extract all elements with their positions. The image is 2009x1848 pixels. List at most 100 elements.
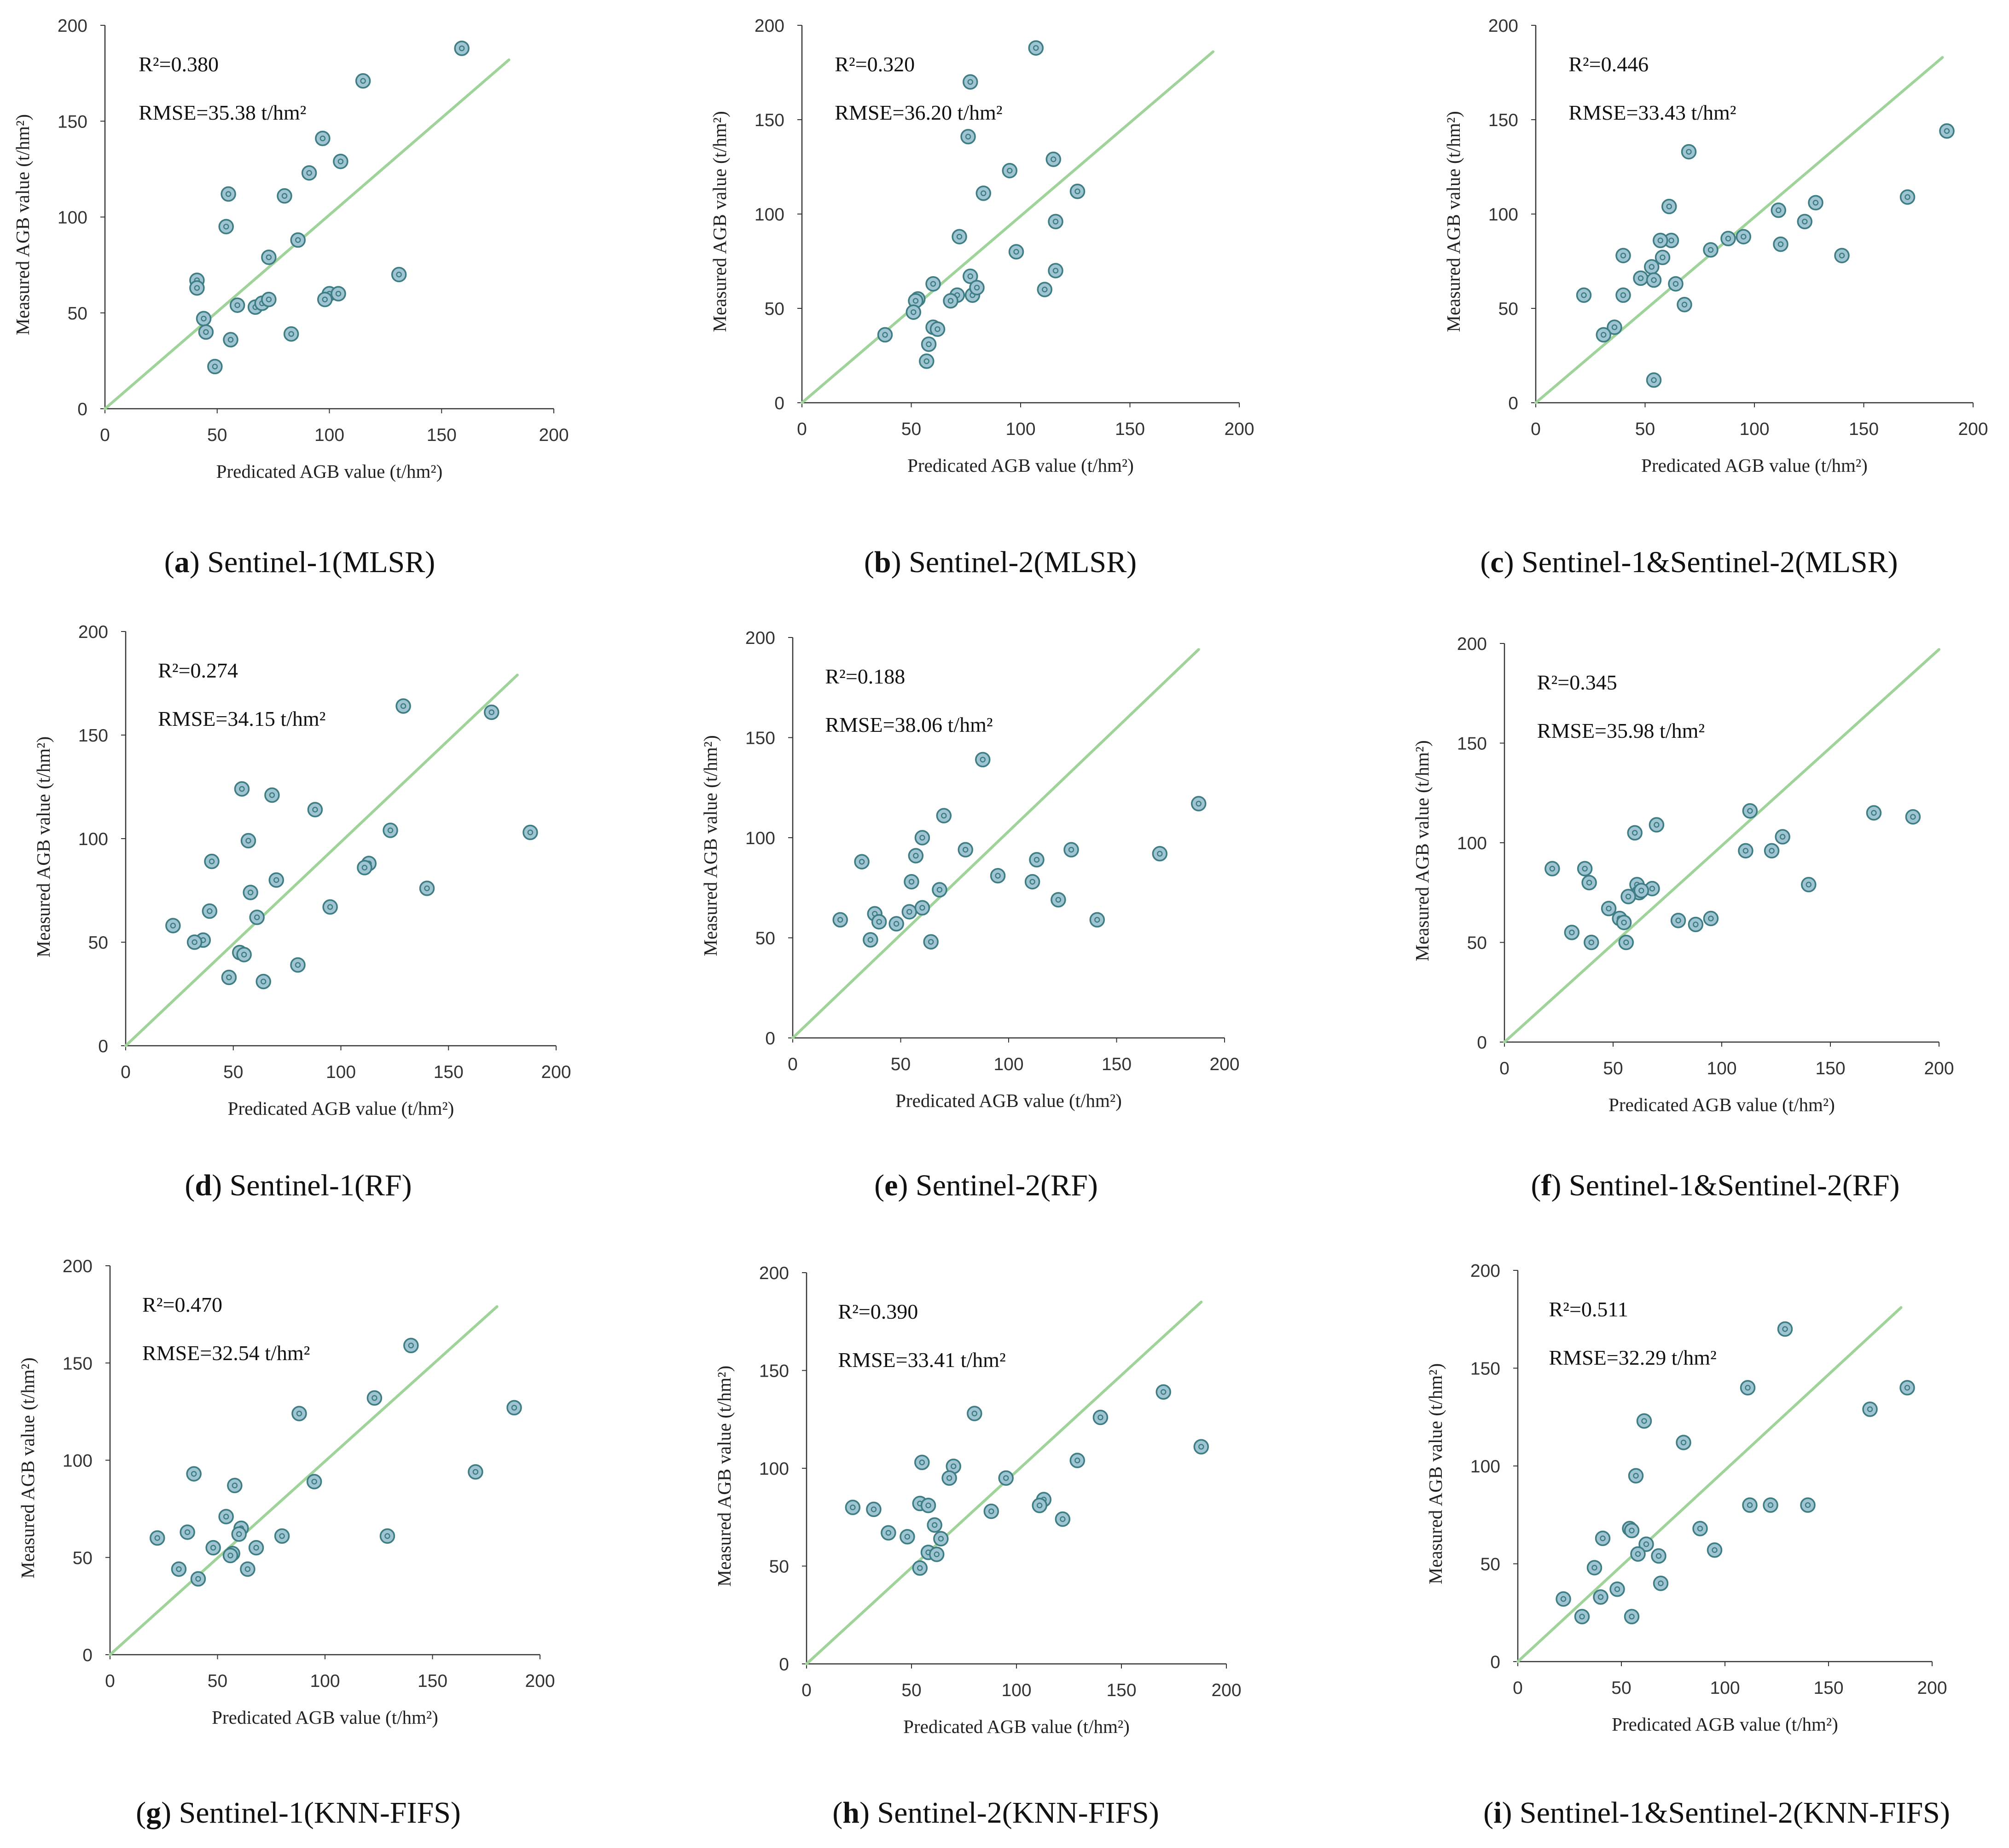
data-point-outer (419, 881, 435, 896)
data-point-outer (236, 947, 252, 962)
data-point-outer (1609, 1582, 1625, 1597)
data-point-inner (511, 1405, 517, 1411)
data-point (900, 1529, 915, 1545)
x-tick-label: 50 (1611, 1678, 1631, 1698)
caption-letter: a (174, 545, 190, 579)
data-point-inner (1060, 1516, 1066, 1522)
data-point-inner (950, 1463, 957, 1469)
data-point-inner (1094, 917, 1100, 923)
data-point (901, 904, 917, 920)
x-tick-label: 200 (1917, 1678, 1947, 1698)
data-point-inner (384, 1533, 390, 1539)
data-point-inner (1074, 1457, 1080, 1464)
panel-caption: (a) Sentinel-1(MLSR) (164, 545, 435, 579)
data-point (914, 830, 930, 846)
x-tick-label: 150 (1849, 419, 1879, 439)
data-point (1653, 232, 1668, 249)
x-tick-label: 200 (1211, 1680, 1241, 1700)
data-point-outer (1720, 231, 1736, 247)
scatter-panel-f: 0 50 100 150 200 0 50 100 150 200 Predicated AGB v… (1411, 634, 1954, 1202)
fit-line (104, 58, 511, 410)
fit-line (124, 673, 519, 1047)
y-tick-label: 0 (1490, 1652, 1500, 1672)
data-point-inner (1051, 156, 1057, 162)
x-tick-label: 200 (1209, 1054, 1239, 1074)
caption-text: ) Sentinel-2(MLSR) (891, 545, 1137, 579)
x-tick-label: 100 (314, 425, 344, 445)
data-point-inner (226, 974, 232, 980)
data-point-outer (1008, 244, 1024, 260)
data-point (1193, 1439, 1209, 1454)
x-tick-label: 200 (541, 1062, 571, 1082)
data-point-outer (1801, 877, 1817, 892)
data-point-outer (877, 327, 893, 343)
data-point-inner (926, 341, 932, 348)
data-point-outer (234, 781, 250, 797)
data-point (1092, 1409, 1109, 1425)
x-tick-label: 150 (418, 1671, 447, 1691)
y-axis-title: Measured AGB value (t/hm²) (1425, 1363, 1446, 1584)
data-point-outer (484, 704, 499, 720)
data-point (990, 868, 1006, 884)
data-point (1676, 1435, 1691, 1450)
data-point (1773, 236, 1788, 252)
data-point-outer (315, 130, 331, 146)
data-point-outer (1939, 123, 1955, 139)
data-point-outer (1742, 803, 1758, 819)
data-point-outer (1862, 1402, 1878, 1417)
y-tick-label: 100 (1470, 1457, 1500, 1477)
data-point-outer (914, 900, 930, 915)
panel-caption: (i) Sentinel-1&Sentinel-2(KNN-FIFS) (1483, 1796, 1950, 1830)
y-tick-label: 0 (1477, 1033, 1487, 1053)
data-point (1763, 1497, 1778, 1513)
data-point (1630, 1546, 1646, 1562)
data-point (1152, 846, 1168, 862)
x-tick-label: 50 (223, 1062, 243, 1082)
data-point-outer (1655, 249, 1671, 266)
data-point (1655, 249, 1671, 266)
data-point-outer (1628, 1468, 1644, 1483)
data-point-outer (1661, 198, 1677, 214)
x-axis-title: Predicated AGB value (t/hm²) (216, 461, 443, 482)
data-point-outer (1646, 272, 1662, 288)
data-point-inner (971, 1410, 978, 1417)
data-point (1584, 934, 1599, 950)
data-point-outer (186, 934, 203, 950)
scatter-panel-e: 0 50 100 150 200 0 50 100 150 200 Predicated AGB v… (700, 628, 1240, 1202)
data-point-outer (391, 266, 407, 283)
x-axis-title: Predicated AGB value (t/hm²) (1641, 455, 1868, 476)
data-point-outer (1649, 817, 1665, 833)
rmse-label: RMSE=32.29 t/hm² (1549, 1346, 1717, 1369)
data-point-inner (1068, 846, 1074, 853)
data-point (231, 1526, 247, 1542)
data-point-outer (1676, 1435, 1691, 1450)
y-tick-label: 150 (1488, 110, 1518, 130)
data-point (274, 1528, 290, 1544)
caption-text: ) Sentinel-1(KNN-FIFS) (161, 1796, 461, 1830)
scatter-panel-c: 0 50 100 150 200 0 50 100 150 200 Predicated AGB v… (1443, 16, 1988, 579)
data-point (383, 823, 398, 838)
data-point (1576, 287, 1592, 303)
data-point-inner (919, 1460, 925, 1466)
data-point-inner (1747, 1502, 1753, 1508)
x-axis-title: Predicated AGB value (t/hm²) (1608, 1094, 1835, 1115)
caption-letter: b (874, 545, 891, 579)
data-point (877, 327, 893, 343)
data-point-inner (928, 938, 934, 945)
data-point-inner (1767, 1502, 1774, 1508)
data-point-inner (1657, 238, 1663, 243)
r-squared-label: R²=0.380 (139, 52, 219, 76)
data-point-outer (307, 802, 323, 817)
data-point-outer (171, 1561, 187, 1577)
data-point (1646, 372, 1662, 388)
data-point (932, 882, 947, 898)
y-axis-title: Measured AGB value (t/hm²) (12, 114, 33, 335)
data-point (1616, 915, 1632, 930)
data-point (1032, 1498, 1047, 1513)
data-point-outer (1899, 189, 1916, 205)
caption-text: ) Sentinel-1&Sentinel-2(KNN-FIFS) (1502, 1796, 1950, 1830)
data-point-outer (149, 1530, 165, 1546)
data-point-outer (1607, 319, 1622, 335)
data-point-outer (1638, 1536, 1654, 1552)
data-point-inner (882, 332, 888, 338)
